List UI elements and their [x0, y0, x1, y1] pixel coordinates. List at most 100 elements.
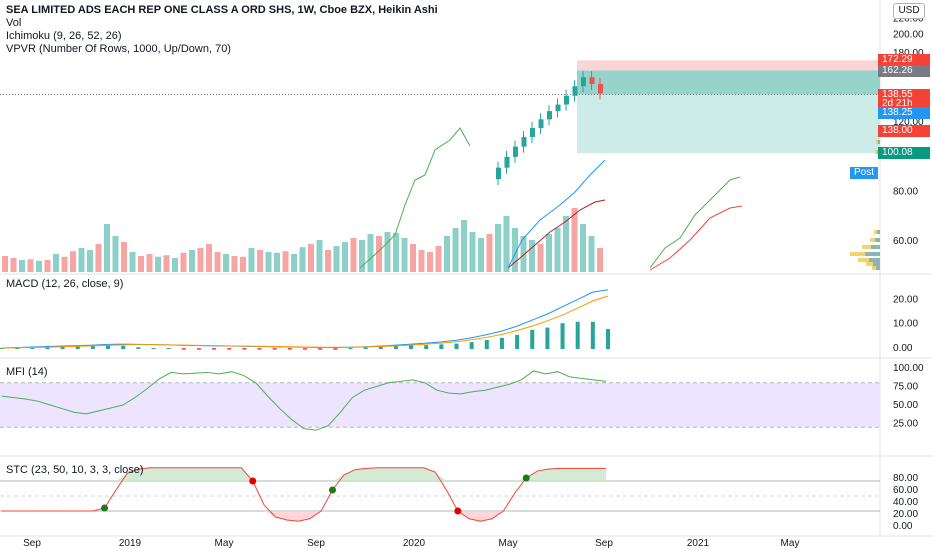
macd-histogram-bar: [378, 346, 383, 349]
volume-bar: [401, 238, 408, 272]
candle-body: [538, 119, 544, 128]
stc-tick-label: 0.00: [893, 521, 913, 532]
symbol-title: SEA LIMITED ADS EACH REP ONE CLASS A ORD…: [6, 4, 438, 16]
volume-bar: [571, 208, 578, 272]
volume-bar: [384, 232, 391, 272]
volume-bar: [418, 250, 425, 272]
price-tag: 138.55: [878, 88, 930, 101]
volume-bar: [44, 260, 51, 272]
volume-bar: [240, 256, 246, 272]
candle-body: [572, 86, 578, 96]
macd-tick-label: 0.00: [893, 343, 913, 354]
ichimoku-leading-span-a: [649, 176, 741, 269]
macd-histogram-bar: [393, 345, 398, 349]
volume-bar: [367, 234, 374, 272]
profit-zone-filled: [577, 70, 880, 95]
legend-vpvr: VPVR (Number Of Rows, 1000, Up/Down, 70): [6, 43, 231, 55]
legend-vol: Vol: [6, 17, 22, 29]
macd-histogram-bar: [303, 348, 307, 350]
volume-bar: [435, 246, 442, 272]
volume-bar: [129, 252, 136, 272]
volume-bar: [53, 254, 59, 272]
macd-histogram-bar: [287, 348, 292, 350]
candle-body: [555, 104, 561, 112]
candle-body: [530, 127, 535, 138]
macd-tick-label: 20.00: [893, 294, 918, 305]
time-tick-label: Sep: [307, 538, 325, 549]
mfi-label: MFI (14): [6, 366, 48, 378]
stop-zone: [577, 60, 880, 71]
volume-bar: [78, 248, 85, 272]
time-tick-label: Sep: [23, 538, 41, 549]
ichimoku-lagging-line: [359, 127, 471, 269]
price-tick-label: 120.00: [893, 117, 924, 128]
price-tag: 138.25: [878, 107, 930, 120]
volume-bar: [189, 250, 195, 272]
volume-bar: [223, 254, 229, 272]
time-tick-label: May: [499, 538, 518, 549]
volume-bar: [95, 244, 102, 272]
macd-histogram-bar: [409, 345, 414, 349]
macd-histogram-bar: [348, 348, 353, 349]
volume-bar: [172, 258, 178, 272]
currency-button[interactable]: USD: [893, 3, 925, 19]
volume-bar: [87, 250, 93, 272]
candle-body: [589, 77, 595, 84]
macd-histogram-bar: [484, 339, 489, 349]
volume-bar: [27, 259, 34, 272]
macd-histogram-bar: [227, 348, 232, 350]
macd-histogram-bar: [0, 348, 4, 349]
price-tag: 162.26: [878, 64, 930, 77]
volume-bar: [282, 251, 289, 272]
price-tick-label: 200.00: [893, 30, 924, 41]
volume-bar: [410, 244, 416, 272]
post-market-tag: Post: [850, 167, 878, 179]
stc-signal-dot: [328, 486, 336, 494]
macd-histogram-bar: [181, 348, 186, 350]
price-tag: 2d 21h: [878, 97, 930, 110]
volume-bar: [19, 260, 25, 272]
volume-bar: [503, 216, 510, 272]
macd-histogram-bar: [75, 345, 80, 349]
vpvr-bar-up: [871, 245, 880, 249]
macd-histogram-bar: [333, 348, 338, 350]
stc-tick-label: 40.00: [893, 497, 918, 508]
macd-histogram-bar: [242, 348, 247, 350]
mfi-tick-label: 50.00: [893, 400, 918, 411]
volume-bar: [554, 228, 561, 272]
macd-histogram-bar: [60, 345, 65, 349]
macd-histogram-bar: [136, 347, 141, 349]
volume-bar: [308, 244, 314, 272]
volume-bar: [316, 240, 323, 272]
volume-bar: [138, 256, 144, 272]
volume-bar: [597, 248, 603, 272]
vpvr-bar-up: [865, 252, 880, 256]
volume-bar: [10, 258, 17, 272]
volume-bar: [155, 256, 161, 272]
macd-histogram-bar: [439, 344, 444, 349]
time-tick-label: May: [781, 538, 800, 549]
stc-signal-dot: [522, 474, 530, 482]
volume-bar: [214, 252, 221, 272]
macd-signal-line: [1, 295, 609, 349]
macd-histogram-bar: [106, 345, 111, 349]
volume-bar: [325, 250, 331, 272]
volume-bar: [333, 246, 340, 272]
price-tick-label: 80.00: [893, 187, 918, 198]
volume-bar: [291, 254, 297, 272]
vpvr-bar-up: [878, 140, 880, 144]
macd-histogram-bar: [575, 321, 580, 349]
stc-lower-fill: [2, 511, 606, 522]
volume-bar: [197, 248, 204, 272]
volume-bar: [393, 232, 399, 272]
macd-histogram-bar: [499, 337, 504, 349]
price-tag: 138.00: [878, 124, 930, 137]
volume-bar: [563, 216, 569, 272]
stc-signal-dot: [454, 507, 462, 515]
macd-histogram-bar: [469, 342, 474, 349]
stc-signal-dot: [101, 504, 109, 512]
vpvr-bar-up: [875, 238, 880, 242]
candle-body: [547, 111, 552, 120]
macd-histogram-bar: [454, 343, 459, 349]
